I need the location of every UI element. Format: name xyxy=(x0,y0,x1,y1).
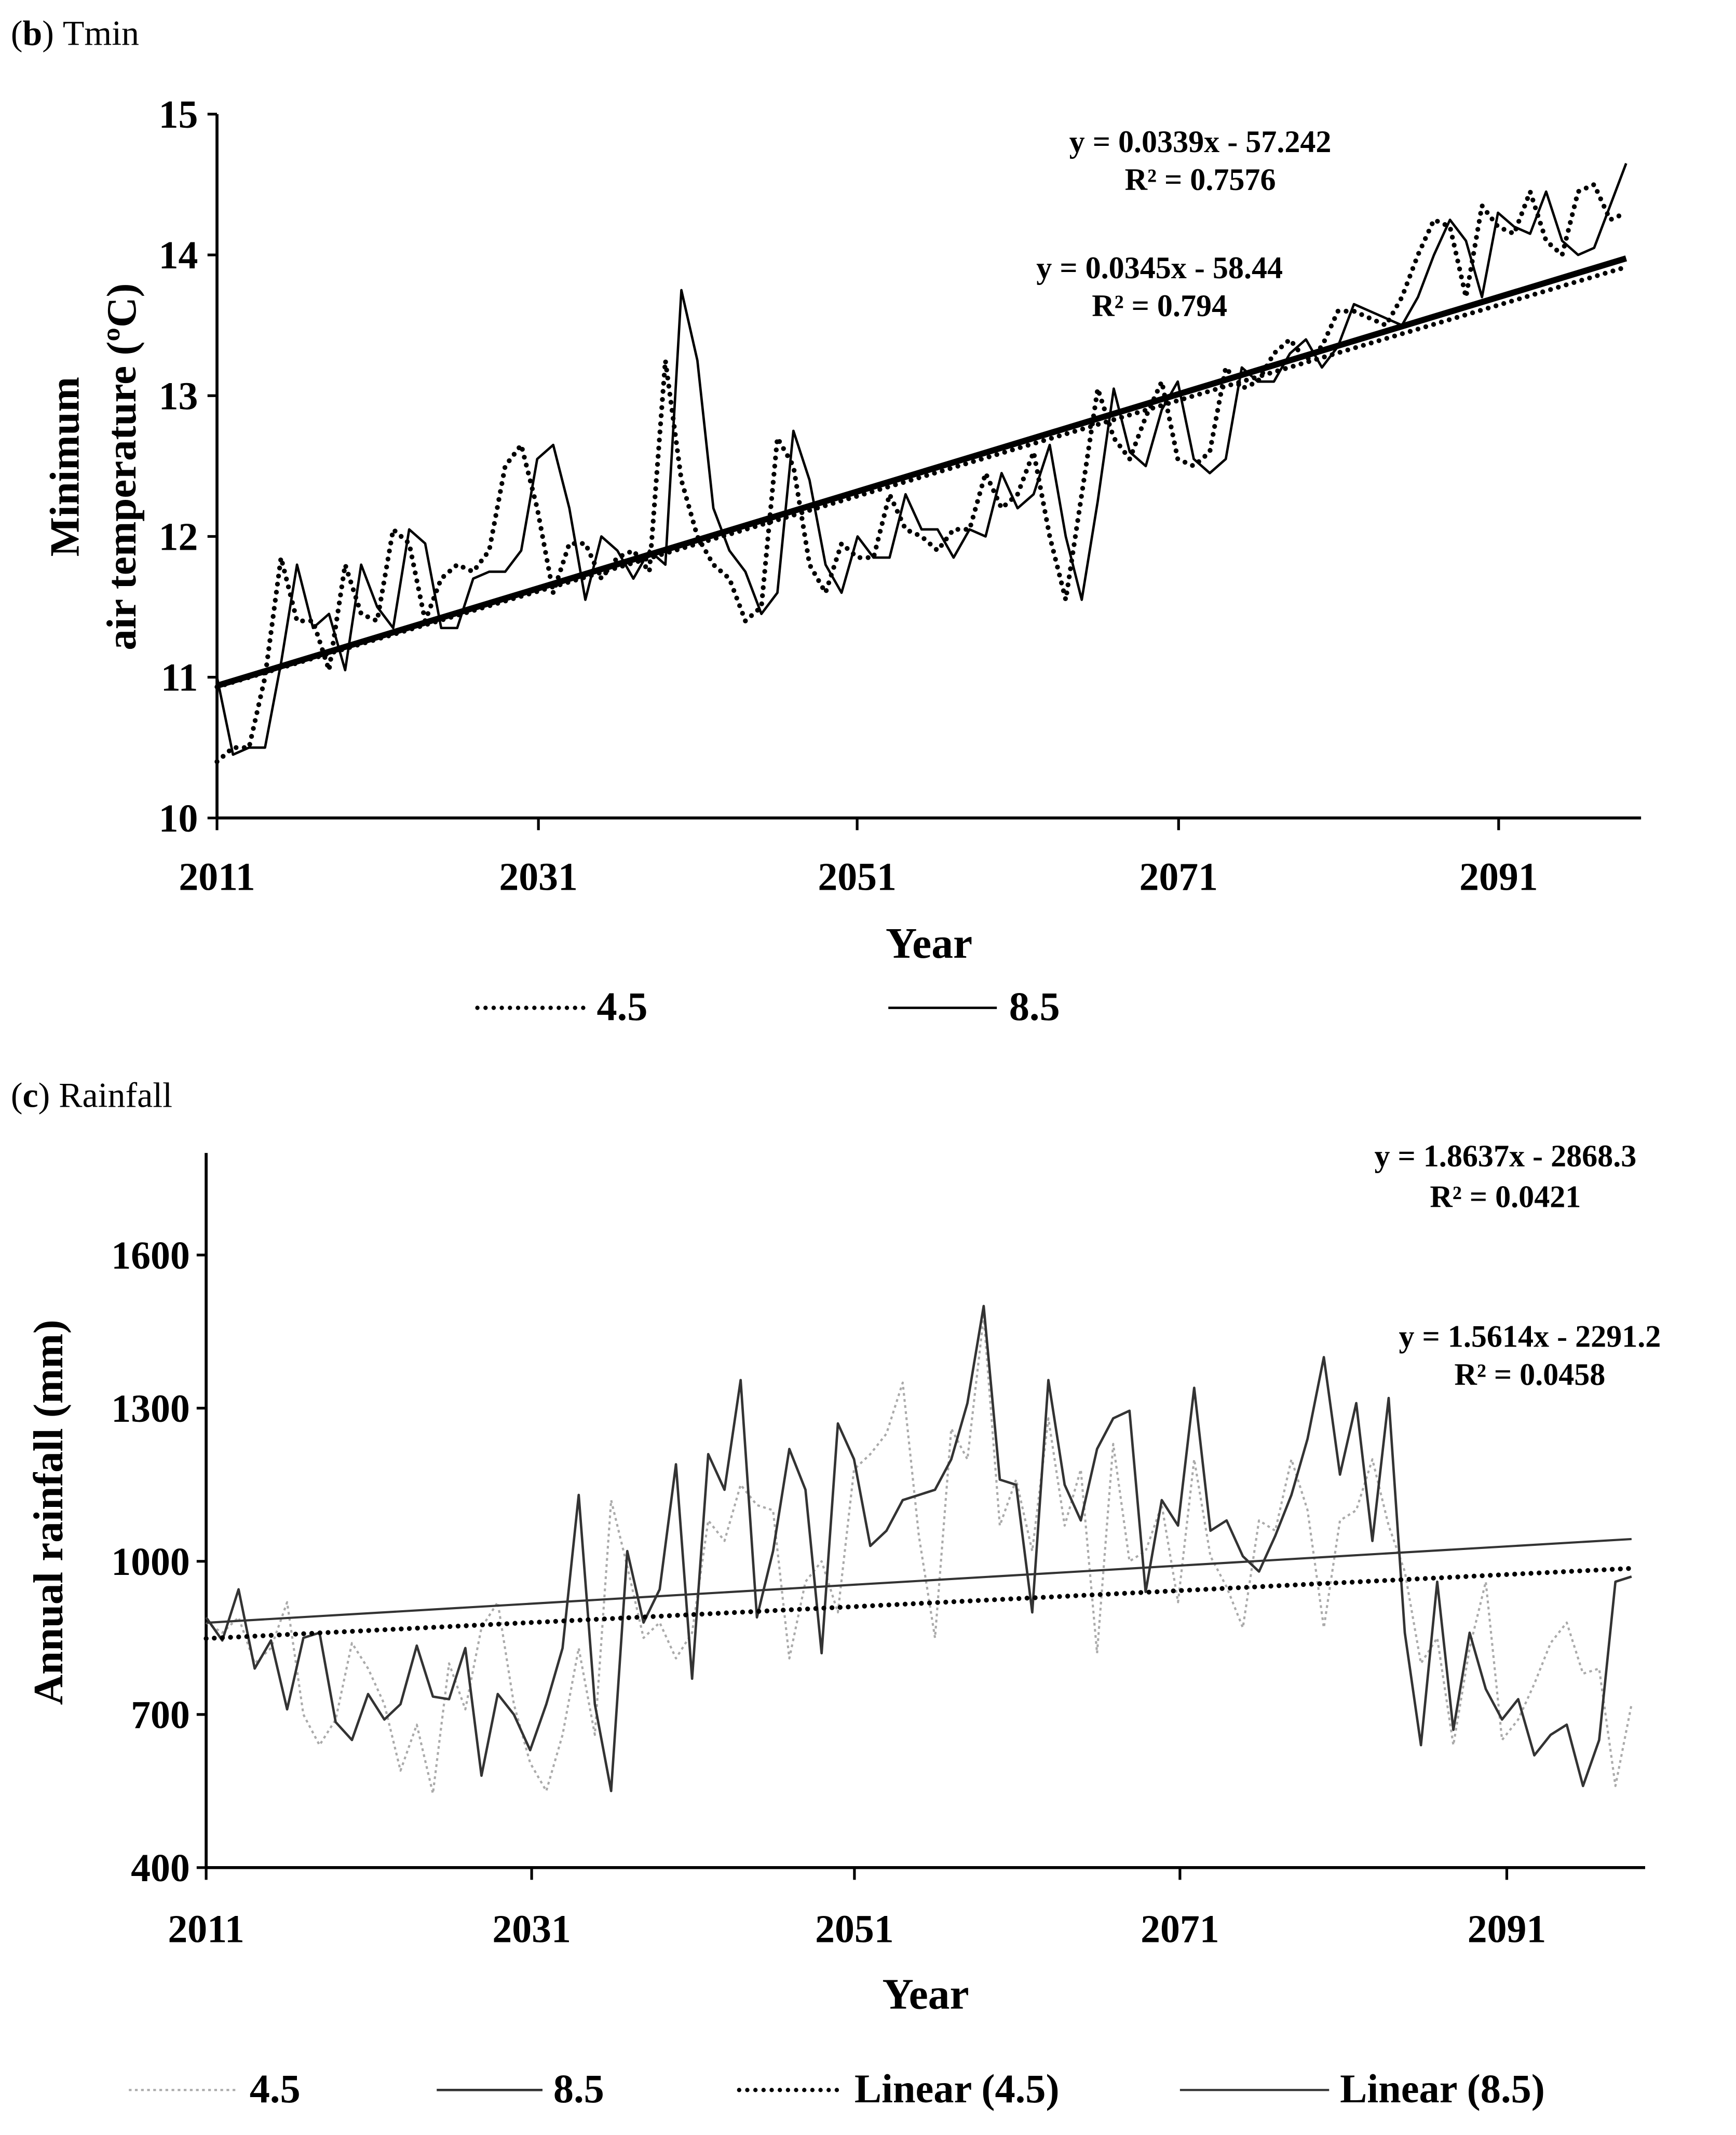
series-line-4-5 xyxy=(205,1315,1633,1795)
x-tick-label: 2091 xyxy=(1459,855,1538,899)
title-paren-open: ( xyxy=(11,13,23,53)
y-tick-label: 400 xyxy=(131,1846,190,1890)
legend-label: 4.5 xyxy=(250,2066,301,2111)
panel-title: (c) Rainfall xyxy=(11,1075,172,1114)
legend-label: 8.5 xyxy=(553,2066,604,2111)
x-tick-label: 2031 xyxy=(492,1908,571,1951)
panel-b-tmin-chart: (b) Tmin 10 11 12 13 14 15 2011 2031 2051 2071 2091… xyxy=(11,13,1642,1029)
y-tick-label: 12 xyxy=(159,515,198,559)
y-tick-label: 10 xyxy=(159,797,198,840)
y-tick-label: 1600 xyxy=(111,1234,189,1277)
x-tick-label: 2051 xyxy=(818,855,896,899)
panel-title-text: Rainfall xyxy=(59,1075,172,1114)
panel-c-rainfall-chart: (c) Rainfall 400 700 1000 1300 1600 2011 2031 20… xyxy=(11,1075,1661,2111)
panel-title: (b) Tmin xyxy=(11,13,139,53)
x-tick-label: 2031 xyxy=(499,855,578,899)
y-tick-label: 1000 xyxy=(111,1540,189,1584)
trendline-linear-8-5- xyxy=(206,1538,1632,1624)
trendline-r-squared: R² = 0.0421 xyxy=(1430,1179,1581,1214)
x-tick-label: 2011 xyxy=(168,1908,244,1951)
series-line-8-5 xyxy=(205,1304,1632,1792)
y-tick-label: 14 xyxy=(159,234,198,277)
x-tick-label: 2071 xyxy=(1140,855,1218,899)
y-axis-label: air temperature (ºC) xyxy=(98,283,145,650)
legend-label: Linear (4.5) xyxy=(855,2066,1060,2111)
panel-title-text: Tmin xyxy=(63,13,139,53)
trendline-r-squared: R² = 0.7576 xyxy=(1125,162,1276,197)
y-tick-label: 1300 xyxy=(111,1387,189,1431)
trendline-equation: y = 1.5614x - 2291.2 xyxy=(1399,1319,1661,1354)
trendline-linear-8-5- xyxy=(216,255,1628,689)
title-paren-open: ( xyxy=(11,1075,23,1114)
x-tick-label: 2071 xyxy=(1141,1908,1219,1951)
x-axis-label: Year xyxy=(886,920,972,968)
y-tick-label: 13 xyxy=(159,374,198,418)
x-axis-label: Year xyxy=(882,1971,969,2019)
legend-label: 4.5 xyxy=(597,984,648,1029)
legend-label: 8.5 xyxy=(1009,984,1060,1029)
x-tick-label: 2051 xyxy=(815,1908,894,1951)
panel-label: b xyxy=(23,13,43,53)
x-tick-label: 2091 xyxy=(1468,1908,1547,1951)
trendline-equation: y = 1.8637x - 2868.3 xyxy=(1374,1138,1636,1173)
legend-label: Linear (8.5) xyxy=(1340,2066,1545,2111)
y-tick-label: 700 xyxy=(131,1693,190,1737)
trendline-equation: y = 0.0345x - 58.44 xyxy=(1036,250,1283,285)
panel-label: c xyxy=(23,1075,38,1114)
y-axis-label: Annual rainfall (mm) xyxy=(25,1320,72,1705)
y-axis-label: Minimum xyxy=(42,377,88,556)
x-tick-label: 2011 xyxy=(179,855,255,899)
trendline-r-squared: R² = 0.0458 xyxy=(1454,1357,1605,1392)
y-tick-label: 15 xyxy=(159,93,198,137)
title-paren-close: ) xyxy=(38,1075,59,1114)
trendline-linear-4-5- xyxy=(204,1566,1634,1641)
y-tick-label: 11 xyxy=(161,656,198,700)
series-line-8-5 xyxy=(215,162,1628,756)
trendline-r-squared: R² = 0.794 xyxy=(1092,288,1227,323)
title-paren-close: ) xyxy=(42,13,63,53)
trendline-equation: y = 0.0339x - 57.242 xyxy=(1069,124,1332,159)
